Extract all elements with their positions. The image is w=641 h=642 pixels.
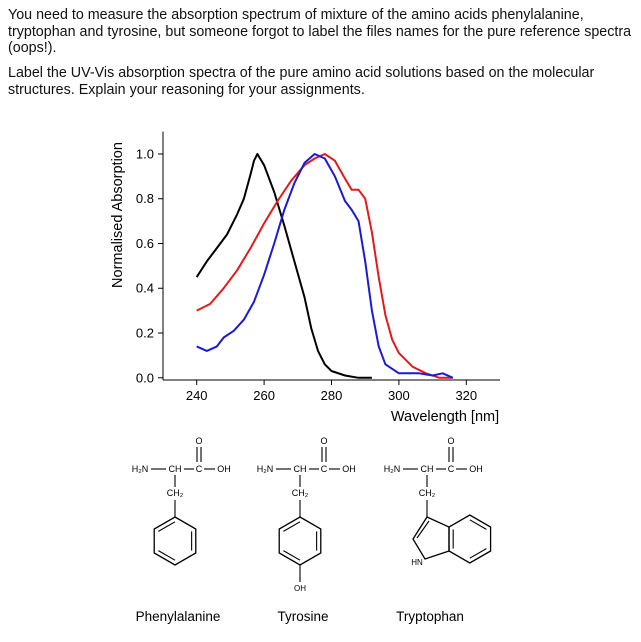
atom-label: C <box>448 464 455 474</box>
y-tick-label: 0.8 <box>136 191 154 206</box>
ring <box>153 516 197 566</box>
atom-label: CH <box>294 464 307 474</box>
atom-label: O <box>195 436 202 446</box>
atom-label: HN <box>411 558 423 567</box>
atom-label: C <box>321 464 328 474</box>
bond <box>469 519 487 530</box>
atom-label: H₂N <box>257 464 274 474</box>
atom-label: OH <box>342 464 356 474</box>
bond <box>158 521 176 532</box>
y-tick-label: 0.4 <box>136 281 154 296</box>
compound-name: Phenylalanine <box>136 609 221 624</box>
question-text: You need to measure the absorption spect… <box>8 7 632 56</box>
x-tick-label: 320 <box>455 388 477 403</box>
atom-label: H₂N <box>384 464 401 474</box>
atom-label: H₂N <box>132 464 149 474</box>
compound-name: Tyrosine <box>277 609 328 624</box>
y-tick-label: 0.0 <box>136 370 154 385</box>
bond <box>416 520 430 539</box>
x-axis-label: Wavelength [nm] <box>391 409 499 425</box>
ring <box>278 516 322 566</box>
y-tick-label: 1.0 <box>136 146 154 161</box>
atom-label: OH <box>217 464 231 474</box>
bond <box>469 548 487 559</box>
atom-label: C <box>196 464 203 474</box>
y-tick-label: 0.6 <box>136 236 154 251</box>
spectrum-line <box>195 153 372 379</box>
atom-label: OH <box>469 464 483 474</box>
spectrum-line <box>196 153 454 379</box>
bond <box>283 521 301 532</box>
y-axis-label: Normalised Absorption <box>110 142 126 288</box>
atom-label: CH <box>421 464 434 474</box>
atom-label: O <box>447 436 454 446</box>
x-tick-label: 240 <box>186 388 208 403</box>
compound-name: Tryptophan <box>396 609 464 624</box>
x-tick-label: 280 <box>321 388 343 403</box>
x-tick-label: 260 <box>253 388 275 403</box>
bond <box>283 550 301 561</box>
ring <box>412 516 450 560</box>
atom-label: CH₂ <box>292 488 309 498</box>
atom-label: CH <box>169 464 182 474</box>
x-tick-label: 300 <box>388 388 410 403</box>
question-text: Label the UV-Vis absorption spectra of t… <box>8 65 595 98</box>
ring <box>448 514 492 564</box>
y-tick-label: 0.2 <box>136 326 154 341</box>
spectrum-line <box>196 153 453 379</box>
atom-label: CH₂ <box>419 488 436 498</box>
atom-label: O <box>320 436 327 446</box>
bond <box>158 550 176 561</box>
atom-label: OH <box>294 584 306 593</box>
atom-label: CH₂ <box>167 488 184 498</box>
